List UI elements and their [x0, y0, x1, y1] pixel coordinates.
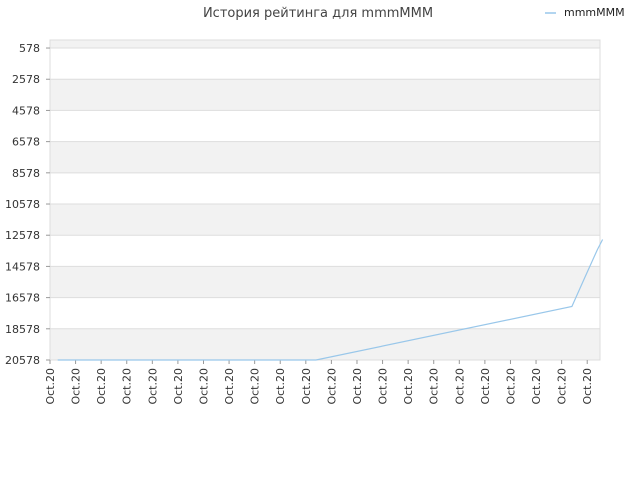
plot-band	[50, 79, 600, 111]
y-tick-label: 10578	[5, 198, 40, 211]
y-tick-label: 8578	[12, 167, 40, 180]
x-tick-label: Oct.20	[146, 368, 159, 405]
plot-band	[50, 141, 600, 173]
y-tick-label: 20578	[5, 354, 40, 367]
x-axis: Oct.20 Oct.20 Oct.20 Oct.20 Oct.20 Oct.20 Oct.…	[44, 360, 594, 405]
plot-band	[50, 40, 600, 49]
plot-frame	[49, 39, 601, 361]
x-tick-label: Oct.20	[223, 368, 236, 405]
series-layer	[57, 239, 604, 361]
chart-title: История рейтинга для mmmMMM	[203, 6, 433, 21]
plot-band	[50, 204, 600, 236]
x-tick-label: Oct.20	[479, 368, 492, 405]
y-tick-label: 14578	[5, 260, 40, 273]
y-tick-label: 12578	[5, 229, 40, 242]
legend-label: mmmMMM	[564, 6, 625, 19]
y-tick-label: 18578	[5, 323, 40, 336]
x-tick-label: Oct.20	[556, 368, 569, 405]
x-tick-label: Oct.20	[402, 368, 415, 405]
x-tick-label: Oct.20	[504, 368, 517, 405]
x-tick-label: Oct.20	[581, 368, 594, 405]
x-tick-label: Oct.20	[274, 368, 287, 405]
series-line	[57, 239, 604, 361]
x-tick-label: Oct.20	[300, 368, 313, 405]
x-tick-label: Oct.20	[44, 368, 57, 405]
x-tick-label: Oct.20	[325, 368, 338, 405]
x-tick-label: Oct.20	[428, 368, 441, 405]
plot-bands	[50, 40, 600, 360]
x-tick-label: Oct.20	[351, 368, 364, 405]
x-tick-label: Oct.20	[95, 368, 108, 405]
y-tick-label: 2578	[12, 73, 40, 86]
y-axis: 578 2578 4578 6578 8578 10578 12578 14578 16578 1…	[5, 42, 50, 367]
y-tick-label: 578	[19, 42, 40, 55]
y-tick-label: 16578	[5, 292, 40, 305]
x-tick-label: Oct.20	[453, 368, 466, 405]
y-tick-label: 6578	[12, 136, 40, 149]
x-tick-label: Oct.20	[70, 368, 83, 405]
x-tick-label: Oct.20	[377, 368, 390, 405]
x-tick-label: Oct.20	[530, 368, 543, 405]
plot-band	[50, 328, 600, 360]
y-tick-label: 4578	[12, 104, 40, 117]
x-tick-label: Oct.20	[172, 368, 185, 405]
plot-band	[50, 266, 600, 298]
x-tick-label: Oct.20	[197, 368, 210, 405]
legend: mmmMMM	[545, 6, 625, 19]
x-tick-label: Oct.20	[121, 368, 134, 405]
x-tick-label: Oct.20	[249, 368, 262, 405]
